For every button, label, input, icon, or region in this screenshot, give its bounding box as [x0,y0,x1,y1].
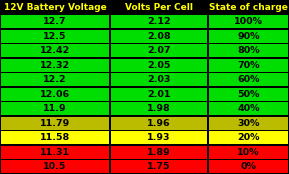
Bar [111,1,207,14]
Bar [1,117,109,130]
Text: 12.2: 12.2 [43,75,67,84]
Bar [209,145,288,159]
Bar [209,44,288,57]
Bar [1,73,109,86]
Bar [111,58,207,72]
Bar [111,88,207,101]
Text: 11.9: 11.9 [43,104,67,113]
Bar [209,131,288,144]
Text: 1.96: 1.96 [147,119,171,128]
Bar [209,1,288,14]
Bar [1,102,109,116]
Bar [209,30,288,43]
Text: 12.5: 12.5 [43,32,67,41]
Bar [111,102,207,116]
Text: 1.93: 1.93 [147,133,171,142]
Text: 2.12: 2.12 [147,17,171,26]
Text: 1.89: 1.89 [147,148,171,157]
Bar [111,15,207,29]
Bar [209,58,288,72]
Bar [209,73,288,86]
Bar [111,160,207,173]
Bar [1,145,109,159]
Bar [1,1,109,14]
Bar [209,102,288,116]
Text: 1.98: 1.98 [147,104,171,113]
Text: 2.01: 2.01 [147,90,171,99]
Bar [209,15,288,29]
Text: 50%: 50% [237,90,260,99]
Bar [209,117,288,130]
Text: 2.07: 2.07 [147,46,171,55]
Bar [1,58,109,72]
Text: 1.75: 1.75 [147,162,171,171]
Bar [1,131,109,144]
Text: 12.32: 12.32 [40,61,70,70]
Text: 2.03: 2.03 [147,75,171,84]
Text: 2.08: 2.08 [147,32,171,41]
Bar [1,160,109,173]
Text: 100%: 100% [234,17,263,26]
Text: 11.58: 11.58 [40,133,70,142]
Text: 12V Battery Voltage: 12V Battery Voltage [3,3,106,12]
Bar [111,131,207,144]
Text: 12.06: 12.06 [40,90,70,99]
Text: 12.42: 12.42 [40,46,70,55]
Bar [111,73,207,86]
Text: 11.31: 11.31 [40,148,70,157]
Bar [1,88,109,101]
Text: 11.79: 11.79 [40,119,70,128]
Bar [111,44,207,57]
Text: 20%: 20% [237,133,260,142]
Text: Volts Per Cell: Volts Per Cell [125,3,193,12]
Text: 90%: 90% [237,32,260,41]
Bar [209,160,288,173]
Bar [111,117,207,130]
Text: 30%: 30% [237,119,260,128]
Bar [1,30,109,43]
Text: 0%: 0% [241,162,256,171]
Text: 80%: 80% [237,46,260,55]
Text: 60%: 60% [237,75,260,84]
Text: 40%: 40% [237,104,260,113]
Bar [1,44,109,57]
Text: State of charge: State of charge [209,3,288,12]
Text: 10%: 10% [237,148,260,157]
Text: 10.5: 10.5 [43,162,66,171]
Text: 2.05: 2.05 [147,61,171,70]
Text: 12.7: 12.7 [43,17,67,26]
Bar [209,88,288,101]
Bar [111,145,207,159]
Bar [111,30,207,43]
Bar [1,15,109,29]
Text: 70%: 70% [237,61,260,70]
